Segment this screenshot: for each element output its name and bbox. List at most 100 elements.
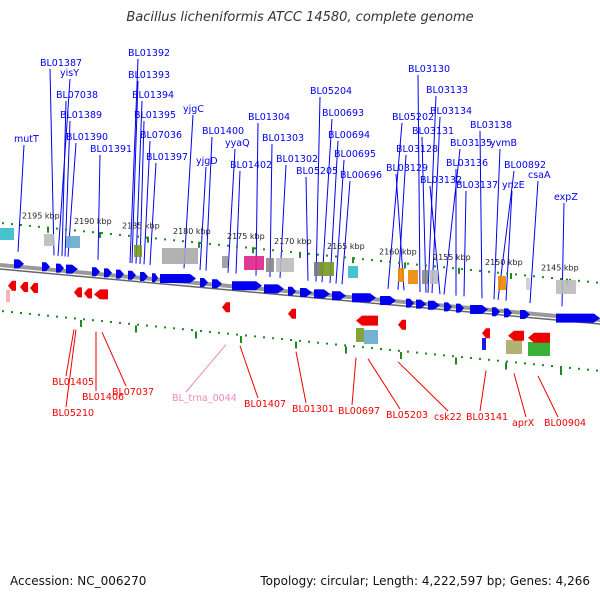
tick-dot bbox=[479, 269, 481, 272]
label-connector bbox=[351, 357, 357, 406]
forward-gene-arrow bbox=[66, 264, 78, 274]
label-connector bbox=[513, 373, 527, 418]
label-connector bbox=[427, 95, 437, 293]
tick-dot bbox=[452, 267, 454, 270]
label-connector bbox=[295, 351, 307, 404]
label-connector bbox=[239, 345, 259, 399]
tick-dot bbox=[128, 322, 130, 325]
major-tick bbox=[455, 357, 457, 365]
feature-box bbox=[430, 270, 438, 284]
tick-dot bbox=[236, 333, 238, 336]
tick-dot bbox=[308, 252, 310, 255]
label-connector bbox=[397, 154, 407, 290]
gene-label-top: BL01387 bbox=[40, 58, 82, 69]
scale-tick-label: 2180 kbp bbox=[173, 227, 211, 236]
tick-dot bbox=[542, 276, 544, 279]
gene-label-top: BL00693 bbox=[322, 108, 364, 119]
gene-label-top: BL03128 bbox=[396, 144, 438, 155]
tick-dot bbox=[263, 336, 265, 339]
tick-dot bbox=[47, 314, 49, 317]
major-tick bbox=[295, 341, 297, 349]
reverse-gene-arrow bbox=[508, 330, 524, 341]
scale-tick-label: 2160 kbp bbox=[379, 247, 417, 256]
major-tick bbox=[195, 331, 197, 339]
feature-box bbox=[356, 328, 364, 342]
gene-label-top: BL05205 bbox=[296, 166, 338, 177]
major-tick bbox=[352, 257, 354, 264]
tick-dot bbox=[398, 261, 400, 264]
tick-dot bbox=[74, 317, 76, 320]
gene-label-top: BL00695 bbox=[334, 149, 376, 160]
tick-dot bbox=[335, 255, 337, 258]
tick-dot bbox=[227, 332, 229, 335]
scale-ticks: 2195 kbp 2190 kbp 2185 kbp 2180 kbp 2175 kbp… bbox=[2, 212, 598, 375]
tick-dot bbox=[533, 363, 535, 366]
tick-dot bbox=[362, 258, 364, 261]
tick-dot bbox=[461, 356, 463, 359]
gene-label-top: BL03131 bbox=[412, 126, 454, 137]
gene-label-bottom: BL01407 bbox=[244, 399, 286, 410]
feature-box bbox=[266, 258, 274, 272]
label-connector bbox=[17, 144, 25, 252]
tick-dot bbox=[371, 259, 373, 262]
forward-gene-arrow bbox=[314, 289, 330, 299]
tick-dot bbox=[434, 353, 436, 356]
tick-dot bbox=[416, 263, 418, 266]
tick-dot bbox=[434, 265, 436, 268]
feature-box bbox=[422, 270, 428, 284]
tick-dot bbox=[83, 230, 85, 233]
feature-box bbox=[528, 342, 550, 356]
label-connector bbox=[227, 148, 236, 273]
forward-gene-arrow bbox=[104, 268, 112, 278]
feature-box bbox=[320, 262, 334, 276]
scale-tick-label: 2170 kbp bbox=[274, 237, 312, 246]
label-connector bbox=[305, 176, 309, 281]
feature-box bbox=[162, 248, 198, 264]
gene-label-top: BL01389 bbox=[60, 110, 102, 121]
tick-dot bbox=[290, 251, 292, 253]
tick-dot bbox=[371, 347, 373, 350]
tick-dot bbox=[524, 274, 526, 277]
gene-label-bottom: BL01301 bbox=[292, 404, 334, 415]
feature-box bbox=[498, 276, 506, 290]
tick-dot bbox=[137, 323, 139, 326]
gene-label-top: mutT bbox=[14, 134, 39, 145]
gene-label-top: BL03137 bbox=[456, 180, 498, 191]
tick-dot bbox=[110, 233, 112, 235]
feature-box bbox=[244, 256, 264, 270]
label-connector bbox=[235, 170, 241, 274]
gene-label-bottom: BL01405 bbox=[52, 377, 94, 388]
tick-dot bbox=[317, 341, 319, 344]
tick-dot bbox=[587, 280, 589, 283]
label-connector bbox=[341, 180, 351, 285]
tick-dot bbox=[209, 242, 211, 245]
tick-dot bbox=[524, 362, 526, 365]
forward-gene-arrow bbox=[14, 259, 24, 269]
label-connector bbox=[139, 120, 145, 265]
feature-box bbox=[506, 340, 522, 354]
reverse-gene-arrow bbox=[20, 282, 28, 292]
gene-label-top: BL03135 bbox=[450, 138, 492, 149]
gene-label-top: BL03134 bbox=[430, 106, 472, 117]
forward-gene-arrow bbox=[300, 288, 312, 297]
major-tick bbox=[252, 247, 254, 254]
tick-dot bbox=[335, 343, 337, 346]
tick-dot bbox=[560, 278, 562, 280]
scale-tick-label: 2155 kbp bbox=[433, 253, 471, 262]
label-connector bbox=[463, 190, 467, 297]
gene-label-bottom: aprX bbox=[512, 418, 535, 429]
label-connector bbox=[421, 136, 427, 293]
tick-dot bbox=[182, 328, 184, 331]
reverse-gene-arrow bbox=[84, 288, 92, 299]
forward-gene-arrow bbox=[332, 291, 346, 301]
tick-dot bbox=[515, 273, 517, 276]
feature-boxes bbox=[0, 228, 576, 356]
tick-dot bbox=[56, 315, 58, 318]
forward-gene-arrow bbox=[520, 310, 530, 319]
forward-gene-arrow bbox=[416, 299, 426, 309]
gene-label-top: BL01304 bbox=[248, 112, 290, 123]
scale-tick-label: 2145 kbp bbox=[541, 264, 579, 273]
gene-label-top: BL01394 bbox=[132, 90, 174, 101]
tick-dot bbox=[380, 348, 382, 350]
forward-gene-arrow bbox=[128, 270, 136, 280]
